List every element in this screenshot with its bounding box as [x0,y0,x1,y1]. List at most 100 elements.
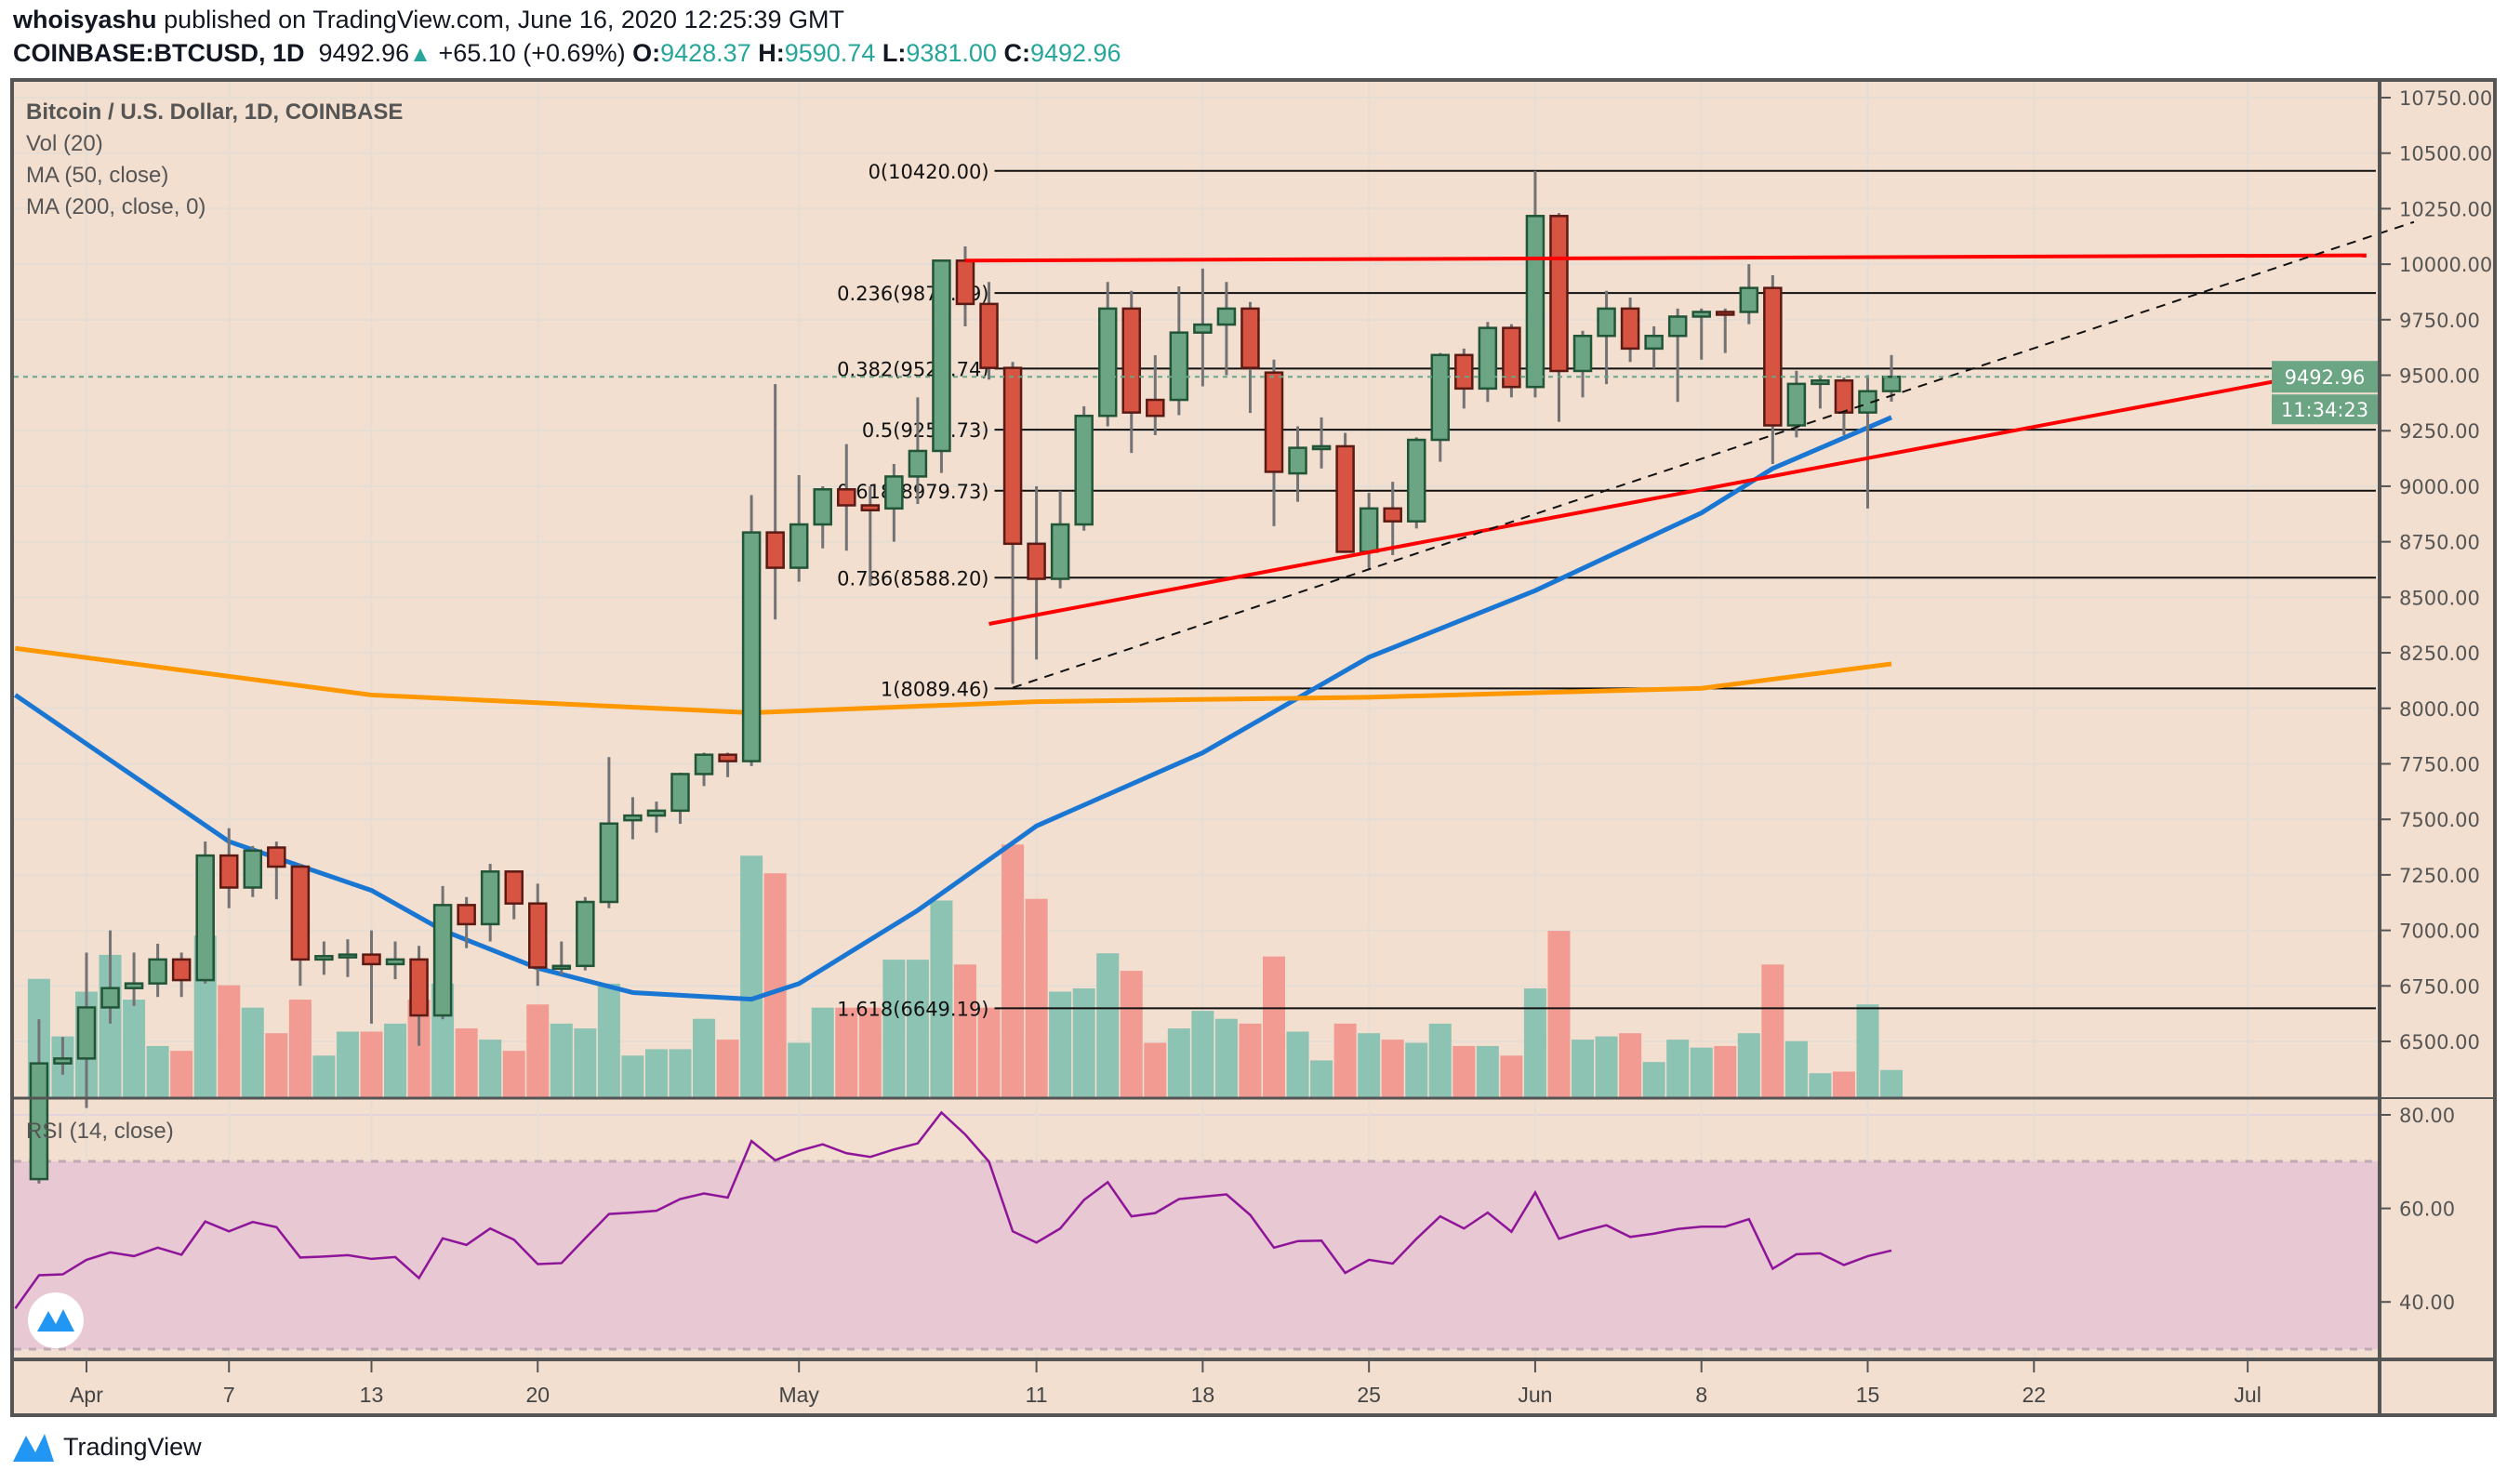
price-tick-label: 10000.00 [2399,254,2492,276]
candle-up [908,449,928,478]
last-price: 9492.96 [318,39,410,67]
candle-down [362,953,381,966]
volume-bar [1452,1045,1476,1097]
price-tick-label: 6750.00 [2399,975,2480,998]
time-tick-label: 20 [525,1383,550,1407]
volume-bar [1358,1033,1381,1097]
candle-down [1121,307,1142,414]
volume-bar [1214,1018,1238,1097]
candle-up [646,809,667,817]
time-tick-label: Apr [70,1383,103,1407]
legend-volume[interactable]: Vol (20) [26,131,103,156]
candle-up [623,814,643,822]
open-value: 9428.37 [660,39,751,67]
tradingview-logo-icon [13,1434,54,1462]
rsi-tick-label: 40.00 [2399,1292,2455,1314]
rsi-tick-label: 60.00 [2399,1199,2455,1221]
candle-up [884,475,904,510]
time-axis[interactable]: Apr 7 13 20 May 11 18 25 Jun 8 15 22 Jul [70,1359,2262,1407]
volume-bar [1001,844,1025,1097]
candle-up [1311,444,1332,451]
volume-bar [574,1028,597,1097]
time-tick-label: May [778,1383,819,1407]
volume-bar [1572,1040,1595,1097]
candle-up [314,955,334,961]
candle-up [551,964,572,971]
candle-down [1620,307,1640,351]
price-tick-label: 10500.00 [2399,143,2492,166]
volume-bar [479,1040,502,1097]
volume-bar [1856,1004,1879,1097]
candle-up [932,259,951,453]
candle-down [528,902,548,969]
volume-bar [1880,1069,1903,1097]
volume-bar [170,1051,193,1097]
tradingview-watermark-icon[interactable] [28,1292,84,1348]
footer-brand[interactable]: TradingView [63,1432,202,1461]
volume-bar [1428,1023,1452,1097]
candle-up [100,987,120,1009]
candle-down [1502,326,1521,389]
candle-up [670,773,690,813]
candle-up [1739,286,1759,313]
author-link[interactable]: whoisyashu [13,6,157,33]
time-tick-label: Jul [2234,1383,2261,1407]
price-tick-label: 8750.00 [2399,532,2480,554]
volume-bar [1167,1028,1190,1097]
candle-up [1359,507,1379,553]
candle-up [1881,375,1902,392]
moving-averages [13,415,1893,1002]
candle-up [1597,307,1616,338]
candle-up [1667,315,1688,338]
time-tick-label: 18 [1191,1383,1215,1407]
fib-level-label: 0.786(8588.20) [837,567,988,590]
fib-retracement[interactable]: 0(10420.00)0.236(9870.19)0.382(9529.74)0… [837,161,2376,1021]
ma50-line [13,415,1893,1002]
price-axis[interactable]: 6500.00 6750.00 7000.00 7250.00 7500.00 7750.… [2380,87,2492,1314]
candle-down [1716,311,1735,316]
volume-bar [1523,988,1546,1097]
time-tick-label: 22 [2022,1383,2046,1407]
fib-level-label: 0(10420.00) [869,161,989,183]
candle-up [1525,215,1545,389]
symbol: COINBASE:BTCUSD, 1D [13,39,305,67]
candles [29,170,1902,1184]
volume-bar [550,1023,573,1097]
candle-down [1834,379,1854,414]
trendlines[interactable] [964,220,2415,689]
volume-bar [1049,991,1072,1097]
candle-down [1454,353,1474,391]
fib-level-label: 1(8089.46) [881,678,989,700]
volume-bar [906,960,929,1097]
countdown-badge [2272,394,2378,425]
legend-title: Bitcoin / U.S. Dollar, 1D, COINBASE [26,99,403,125]
volume-bar [1239,1023,1262,1097]
candle-up [243,849,263,889]
legend-ma50[interactable]: MA (50, close) [26,163,168,188]
candle-up [1644,335,1664,351]
candle-up [789,523,809,569]
volume-bar [1761,964,1784,1097]
candle-up [1858,390,1877,414]
candle-down [290,865,311,961]
volume-bar [669,1049,692,1097]
volume-bar [1381,1040,1404,1097]
trendline-dashed [1012,220,2415,689]
fib-level-label: 1.618(6649.19) [837,998,988,1020]
price-tick-label: 8500.00 [2399,587,2480,609]
volume-bar [644,1049,668,1097]
volume-bar [218,985,241,1097]
candle-up [1478,326,1498,391]
candle-down [457,904,476,926]
volume-bar [1809,1073,1832,1097]
legend-ma200[interactable]: MA (200, close, 0) [26,194,206,219]
legend-rsi[interactable]: RSI (14, close) [26,1119,174,1144]
candle-down [955,259,975,306]
time-tick-label: 25 [1357,1383,1381,1407]
candle-up [1430,353,1451,442]
candle-down [504,870,524,905]
price-change: +65.10 (+0.69%) [438,39,626,67]
candle-up [599,822,619,904]
candle-up [1216,307,1237,326]
